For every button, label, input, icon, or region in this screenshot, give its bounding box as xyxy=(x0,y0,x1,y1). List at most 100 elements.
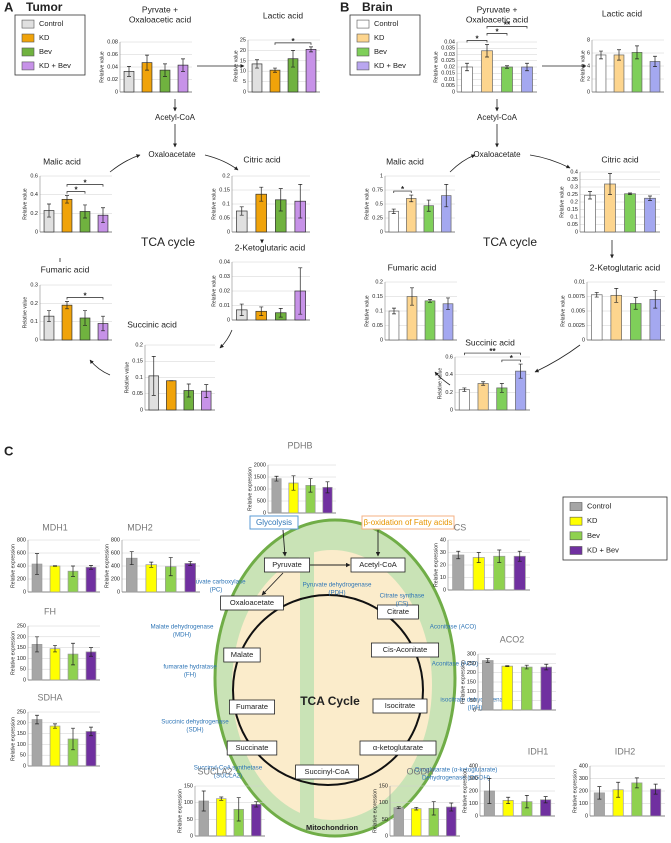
mini-chart: Fumaric acid 0 0.1 0.2 0.3 Relative value * xyxy=(22,264,112,343)
y-tick-label: 800 xyxy=(111,537,120,543)
error-bar xyxy=(298,267,303,315)
significance-label: ** xyxy=(489,347,496,356)
significance-bracket xyxy=(66,191,86,194)
error-bar xyxy=(525,62,529,72)
metabolite: Acetyl-CoA xyxy=(477,113,518,122)
error-bar xyxy=(291,50,295,68)
y-tick-label: 0.1 xyxy=(30,319,38,325)
mini-chart: Malic acid 0 0.25 0.5 0.75 1 Relative value * xyxy=(364,156,455,235)
metabolite: α-ketoglutarate xyxy=(373,743,423,752)
error-bar xyxy=(35,636,39,653)
chart-title: CS xyxy=(454,522,467,532)
chart-title: Oxaloacetic acid xyxy=(129,14,192,24)
error-bar xyxy=(181,58,185,72)
y-tick-label: 0 xyxy=(23,763,26,769)
y-tick-label: 10 xyxy=(440,575,446,581)
y-tick-label: 100 xyxy=(379,800,388,806)
cycle-label: TCA cycle xyxy=(483,235,537,249)
y-axis-label: Relative expression xyxy=(433,543,439,587)
significance-label: * xyxy=(510,354,514,363)
y-tick-label: 0.01 xyxy=(444,77,455,83)
y-tick-label: 1000 xyxy=(254,486,266,492)
bar xyxy=(591,294,603,341)
y-tick-label: 300 xyxy=(467,651,476,657)
error-bar xyxy=(236,797,241,822)
y-tick-label: 0.04 xyxy=(219,259,230,265)
y-tick-label: 0 xyxy=(227,317,230,323)
bar xyxy=(61,198,73,233)
significance-label: * xyxy=(74,186,78,195)
error-bar xyxy=(35,553,39,575)
y-tick-label: 0.02 xyxy=(107,77,118,83)
y-tick-label: 0.1 xyxy=(570,214,578,220)
y-tick-label: 0 xyxy=(385,833,388,839)
chart-title: Citric acid xyxy=(601,154,639,164)
y-tick-label: 0.02 xyxy=(219,288,230,294)
metabolite-box xyxy=(295,764,359,780)
mini-chart: 2-Ketoglutaric acid 0 0.01 0.02 0.03 0.04 Rela… xyxy=(211,242,310,323)
significance-label: * xyxy=(401,185,405,194)
error-bar xyxy=(201,790,206,812)
error-bar xyxy=(628,192,632,195)
error-bar xyxy=(414,806,419,811)
y-tick-label: 200 xyxy=(467,670,476,676)
y-tick-label: 250 xyxy=(467,661,476,667)
bar xyxy=(482,660,494,711)
error-bar xyxy=(392,307,396,315)
y-tick-label: 0.5 xyxy=(375,201,383,207)
bar xyxy=(271,478,282,514)
chart-title: Malic acid xyxy=(386,156,424,166)
bar xyxy=(458,389,470,411)
error-bar xyxy=(145,54,149,71)
legend-swatch xyxy=(21,47,35,57)
error-bar xyxy=(487,778,492,804)
enzyme: (CS) xyxy=(396,601,409,608)
compartment: Mitochondrion xyxy=(306,823,358,832)
metabolite-box xyxy=(377,604,419,620)
error-bar xyxy=(428,299,432,303)
error-bar xyxy=(204,384,209,398)
chart-title: SUCLA2 xyxy=(197,766,232,776)
mini-chart: Succinic acid 0 0.05 0.1 0.15 0.2 Relative val… xyxy=(124,319,215,413)
y-tick-label: 0.035 xyxy=(441,46,455,52)
error-bar xyxy=(446,297,450,310)
enzyme: (FH) xyxy=(184,672,196,679)
error-bar xyxy=(648,195,652,201)
significance-bracket xyxy=(66,184,104,187)
error-bar xyxy=(71,565,75,577)
significance-bracket xyxy=(66,297,104,300)
y-tick-label: 0.02 xyxy=(444,64,455,70)
y-tick-label: 600 xyxy=(17,550,26,556)
error-bar xyxy=(47,310,51,323)
mini-chart: Lactic acid 0 5 10 15 20 25 Relative value * xyxy=(233,10,320,95)
error-bar xyxy=(543,796,548,804)
y-axis-label: Relative expression xyxy=(10,544,16,588)
bar xyxy=(269,69,281,93)
y-tick-label: 0 xyxy=(452,89,455,95)
y-tick-label: 150 xyxy=(17,645,26,651)
y-tick-label: 150 xyxy=(17,731,26,737)
legend-swatch xyxy=(569,516,583,526)
error-bar xyxy=(278,188,283,212)
metabolite-box xyxy=(220,595,284,611)
chart-title: MDH1 xyxy=(42,522,68,532)
metabolite: Citrate xyxy=(387,607,409,616)
y-tick-label: 0.2 xyxy=(30,211,38,217)
metabolite: Pyruvate xyxy=(272,560,302,569)
metabolite: Fumarate xyxy=(236,702,268,711)
y-tick-label: 0 xyxy=(585,813,588,819)
y-tick-label: 0.01 xyxy=(219,303,230,309)
enzyme: Oxoglutarate (α-ketoglutarate) xyxy=(415,767,498,774)
y-tick-label: 0 xyxy=(475,813,478,819)
bar xyxy=(424,300,436,341)
y-tick-label: 200 xyxy=(579,788,588,794)
metabolite: Succinate xyxy=(236,743,269,752)
error-bar xyxy=(239,303,244,316)
y-tick-label: 0.005 xyxy=(441,83,455,89)
y-axis-label: Relative expression xyxy=(247,467,253,511)
metabolite-box xyxy=(359,740,437,756)
y-tick-label: 0.04 xyxy=(107,64,118,70)
y-axis-label: Relative value xyxy=(433,51,439,83)
